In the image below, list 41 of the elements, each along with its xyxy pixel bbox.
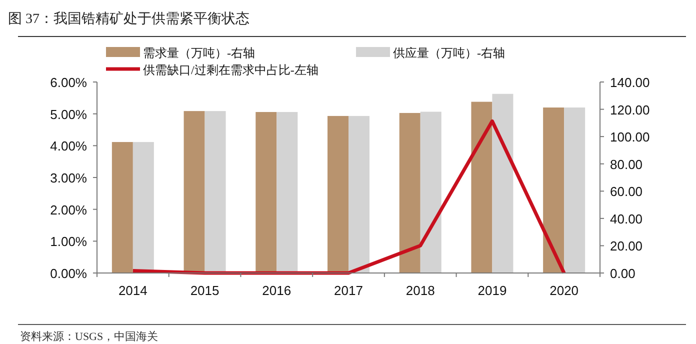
legend-label: 供应量（万吨）-右轴	[393, 46, 505, 60]
y-tick-label: 6.00%	[50, 75, 88, 90]
x-tick-label: 2020	[550, 283, 579, 298]
line-series	[131, 119, 566, 275]
bar	[328, 116, 348, 273]
y2-tick-label: 20.00	[610, 238, 643, 254]
y2-tick-label: 140.00	[610, 75, 650, 90]
y2-tick-label: 0.00	[610, 266, 636, 281]
y-tick-label: 5.00%	[50, 106, 88, 122]
x-tick-label: 2015	[190, 283, 220, 298]
bar	[399, 112, 420, 273]
y-tick-label: 2.00%	[50, 202, 88, 218]
bar	[471, 102, 492, 273]
bar	[543, 108, 564, 273]
bar	[564, 108, 586, 273]
y2-tick-label: 60.00	[610, 184, 643, 200]
chart-title: 图 37：我国锆精矿处于供需紧平衡状态	[8, 11, 250, 27]
x-tick-label: 2016	[262, 283, 292, 298]
y2-tick-label: 80.00	[610, 156, 643, 172]
bar	[420, 112, 442, 273]
bar	[112, 142, 133, 273]
x-tick-label: 2017	[334, 283, 363, 298]
y-tick-label: 1.00%	[50, 234, 88, 250]
y-tick-label: 3.00%	[50, 170, 88, 186]
text: 资料来源：USGS，中国海关	[20, 330, 158, 343]
bar	[184, 111, 205, 273]
x-tick-label: 2014	[118, 283, 148, 298]
y2-tick-label: 40.00	[610, 211, 643, 226]
y2-tick-label: 120.00	[610, 102, 650, 118]
bar	[492, 94, 514, 273]
bar	[348, 116, 370, 273]
x-tick-label: 2019	[478, 283, 507, 298]
y2-tick-label: 100.00	[610, 130, 650, 145]
y-tick-label: 0.00%	[50, 266, 88, 281]
bar	[276, 112, 298, 273]
legend-label: 需求量（万吨）-右轴	[143, 46, 255, 60]
y-tick-label: 4.00%	[50, 138, 88, 154]
bar	[204, 111, 226, 273]
legend-label: 供需缺口/过剩在需求中占比-左轴	[143, 63, 318, 77]
bar	[256, 112, 277, 273]
x-tick-label: 2018	[406, 283, 435, 298]
